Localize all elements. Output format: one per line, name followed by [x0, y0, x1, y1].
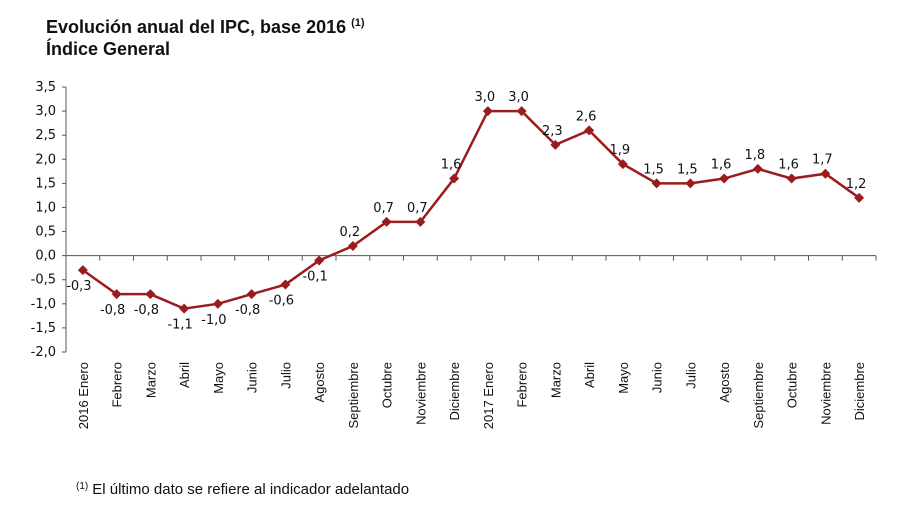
- x-tick-label: Noviembre: [413, 362, 428, 425]
- x-tick-label: Junio: [650, 362, 665, 393]
- data-point-marker: [280, 279, 291, 290]
- x-tick-label: Marzo: [143, 362, 158, 398]
- data-label: -0,8: [134, 303, 159, 318]
- x-tick-label: Noviembre: [818, 362, 833, 425]
- data-point-marker: [719, 173, 730, 184]
- x-tick-label: Septiembre: [346, 362, 361, 428]
- data-label: 1,7: [812, 153, 833, 168]
- data-point-marker: [617, 159, 628, 170]
- y-tick-label: 1,5: [35, 176, 56, 191]
- data-label: 2,3: [542, 124, 563, 139]
- x-tick-label: Febrero: [515, 362, 530, 408]
- x-tick-label: Agosto: [312, 362, 327, 402]
- x-tick-label: Abril: [177, 362, 192, 388]
- data-point-marker: [246, 289, 257, 300]
- x-tick-label: Octubre: [380, 362, 395, 408]
- x-tick-label: Diciembre: [852, 362, 867, 421]
- data-label: 3,0: [475, 90, 496, 105]
- y-tick-label: 0,5: [35, 225, 56, 240]
- data-point-marker: [752, 163, 763, 174]
- data-label: 1,8: [745, 148, 766, 163]
- x-tick-label: Diciembre: [447, 362, 462, 421]
- data-label: -0,3: [66, 279, 91, 294]
- data-point-marker: [111, 289, 122, 300]
- x-tick-label: Julio: [683, 362, 698, 389]
- data-label: -1,0: [201, 313, 226, 328]
- y-tick-label: -1,5: [31, 321, 56, 336]
- x-tick-label: Octubre: [785, 362, 800, 408]
- data-point-marker: [381, 216, 392, 227]
- x-tick-label: Septiembre: [751, 362, 766, 428]
- data-point-marker: [786, 173, 797, 184]
- data-label: 1,2: [846, 177, 867, 192]
- data-label: -0,8: [235, 303, 260, 318]
- data-point-marker: [651, 178, 662, 189]
- x-tick-label: Febrero: [110, 362, 125, 408]
- y-tick-label: 2,0: [35, 152, 56, 167]
- y-tick-label: -2,0: [31, 345, 56, 360]
- subtitle: Índice General: [46, 39, 171, 59]
- y-tick-label: 0,0: [35, 249, 56, 264]
- data-label: 0,7: [407, 201, 428, 216]
- x-tick-label: Mayo: [616, 362, 631, 394]
- data-label: 0,2: [340, 225, 361, 240]
- data-point-marker: [685, 178, 696, 189]
- line-chart: 3,5 3,0 2,5 2,0 1,5 1,0 0,5 0,0 -0,5 -1,0 -1,5 -2,0…: [31, 80, 877, 429]
- x-tick-label: Junio: [245, 362, 260, 393]
- data-point-marker: [314, 255, 325, 266]
- footnote-mark: (1): [76, 481, 89, 492]
- y-tick-label: 1,0: [35, 200, 56, 215]
- data-point-marker: [854, 192, 865, 203]
- data-point-marker: [179, 303, 190, 314]
- x-tick-label: Marzo: [548, 362, 563, 398]
- data-label: -0,1: [302, 269, 327, 284]
- x-tick-label: Agosto: [717, 362, 732, 402]
- y-tick-label: -1,0: [31, 297, 56, 312]
- data-label: -0,6: [269, 294, 294, 309]
- data-point-marker: [212, 298, 223, 309]
- data-label: 1,5: [643, 162, 664, 177]
- x-tick-label: 2016 Enero: [76, 362, 91, 429]
- data-label: 1,5: [677, 162, 698, 177]
- footnote-text: El último dato se refiere al indicador a…: [92, 481, 410, 498]
- x-tick-label: Mayo: [211, 362, 226, 394]
- data-point-marker: [77, 265, 88, 276]
- data-point-marker: [516, 106, 527, 117]
- y-tick-label: -0,5: [31, 273, 56, 288]
- x-tick-label: 2017 Enero: [481, 362, 496, 429]
- data-point-marker: [550, 139, 561, 150]
- data-point-marker: [449, 173, 460, 184]
- y-tick-label: 2,5: [35, 128, 56, 143]
- data-label: 1,6: [441, 158, 462, 173]
- data-label: 3,0: [508, 90, 529, 105]
- data-label: 1,6: [778, 158, 799, 173]
- data-point-marker: [145, 289, 156, 300]
- series-line: [82, 109, 860, 310]
- data-point-marker: [820, 168, 831, 179]
- x-tick-label: Abril: [582, 362, 597, 388]
- data-point-marker: [347, 241, 358, 251]
- data-point-marker: [482, 106, 493, 117]
- footnote: (1) El último dato se refiere al indicado…: [76, 481, 409, 498]
- data-label: -1,1: [167, 318, 192, 333]
- chart-title: Evolución anual del IPC, base 2016 (1) Í…: [46, 12, 365, 60]
- data-point-marker: [584, 125, 595, 136]
- data-label: 2,6: [576, 109, 597, 124]
- y-tick-label: 3,0: [35, 104, 56, 119]
- title-note: (1): [351, 17, 365, 29]
- data-point-marker: [415, 216, 426, 227]
- data-label: 1,9: [610, 143, 631, 158]
- title-text: Evolución anual del IPC, base 2016: [46, 17, 347, 37]
- data-label: 1,6: [711, 158, 732, 173]
- x-tick-label: Julio: [278, 362, 293, 389]
- data-label: -0,8: [100, 303, 125, 318]
- data-label: 0,7: [373, 201, 394, 216]
- y-tick-label: 3,5: [35, 80, 56, 95]
